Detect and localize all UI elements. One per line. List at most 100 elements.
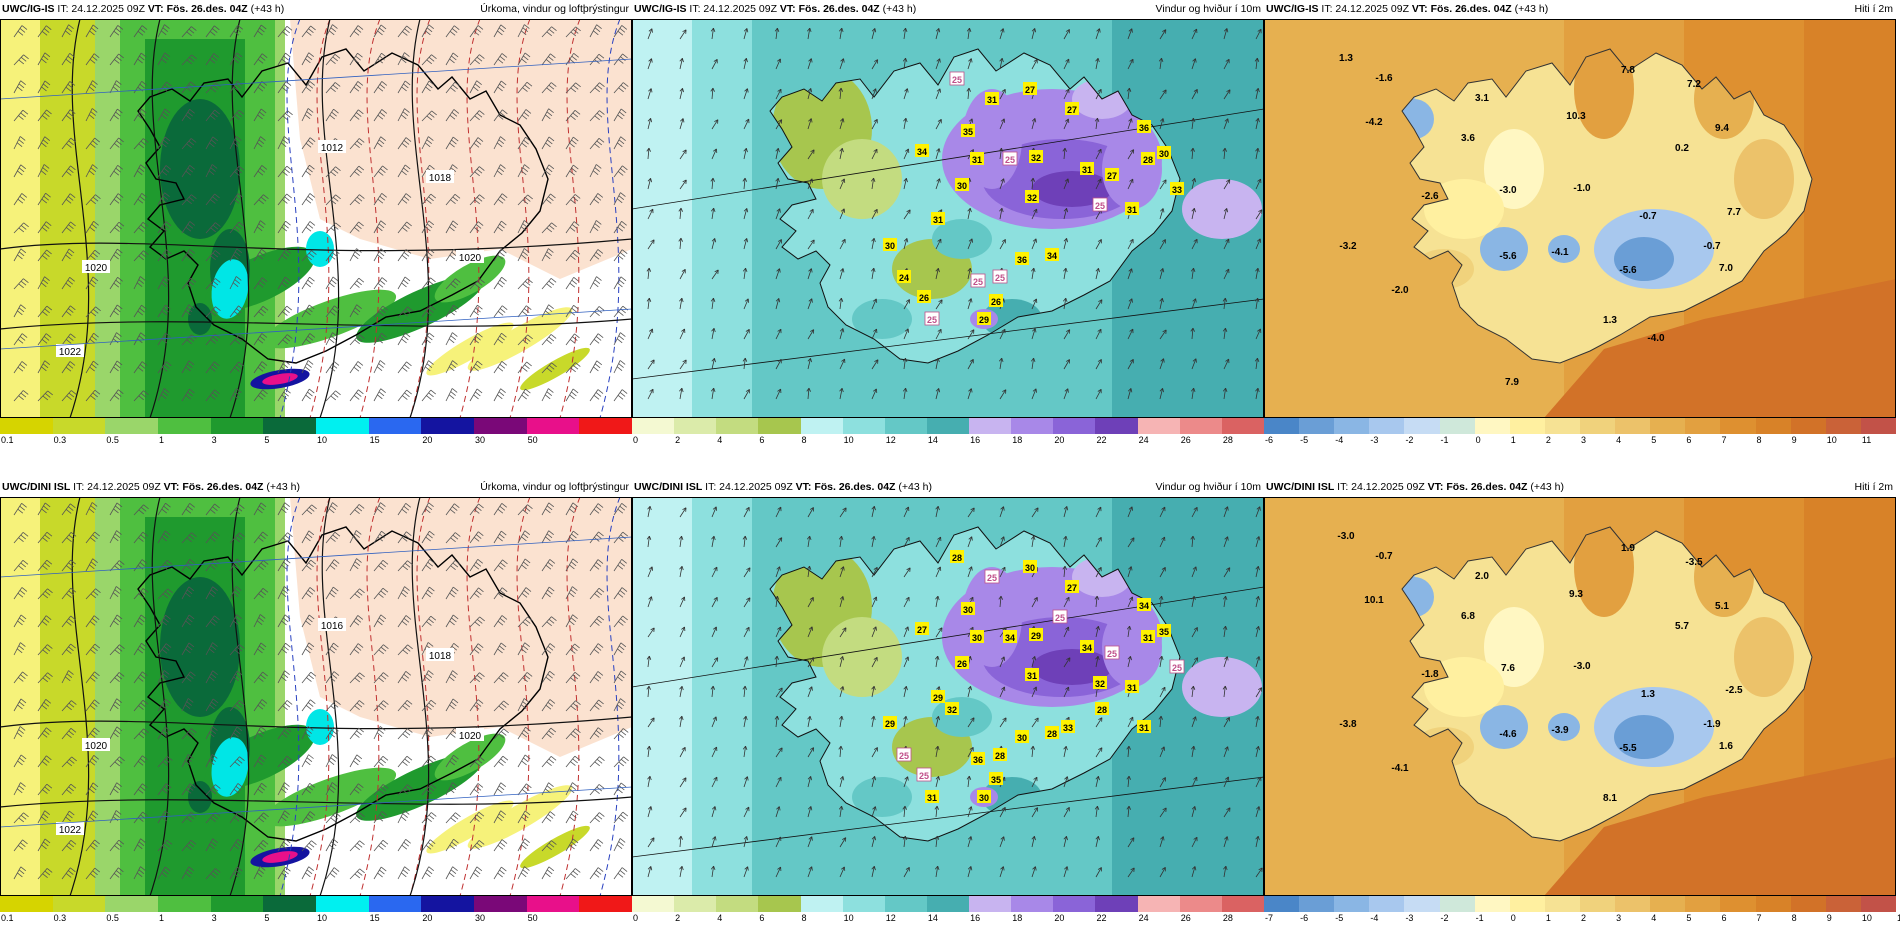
scale-tick-label: 8 [1791, 913, 1797, 923]
scale-tick-label: 7 [1756, 913, 1762, 923]
scale-tick-label: 10 [843, 435, 854, 445]
scale-tick-label: 6 [759, 913, 765, 923]
vt-label: VT: [160, 481, 183, 493]
color-swatch [884, 896, 927, 912]
gust-label: 29 [1029, 628, 1043, 641]
svg-text:29: 29 [979, 315, 989, 325]
svg-text:1022: 1022 [59, 825, 82, 836]
gust-label: 31 [970, 152, 984, 165]
map-precip: 1012 1022 1020 1020 1018 [0, 19, 632, 418]
temperature-label: 8.1 [1603, 793, 1617, 804]
gust-label: 36 [1137, 120, 1151, 133]
color-swatch [210, 418, 264, 434]
lead-time: (+43 h) [882, 3, 917, 15]
temperature-label: 1.9 [1621, 543, 1635, 554]
temperature-label: 7.9 [1505, 377, 1519, 388]
scale-tick-label: 0 [633, 913, 639, 923]
svg-text:1020: 1020 [459, 253, 482, 264]
color-swatch [1369, 896, 1405, 912]
gust-label: 24 [897, 270, 911, 283]
temperature-label: 5.7 [1675, 621, 1689, 632]
color-swatch [1825, 896, 1861, 912]
gust-label: 31 [985, 92, 999, 105]
color-swatch [1053, 896, 1096, 912]
temperature-label: 1.3 [1603, 315, 1617, 326]
color-swatch [1334, 896, 1370, 912]
scale-tick-label: 3 [1616, 913, 1622, 923]
init-time: 24.12.2025 09Z [1351, 481, 1425, 493]
scale-tick-label: -7 [1265, 913, 1274, 923]
wind-arrows [646, 505, 1263, 878]
color-swatch [1685, 896, 1721, 912]
gust-label: 28 [1045, 726, 1059, 739]
valid-time: Fös. 26.des. 04Z [182, 481, 264, 493]
scale-tick-label: -4 [1370, 913, 1379, 923]
svg-text:27: 27 [1107, 171, 1117, 181]
run-info: UWC/DINI ISL IT: 24.12.2025 09Z VT: Fös.… [2, 478, 300, 496]
scale-tick-label: 4 [1651, 913, 1657, 923]
wind-arrows [646, 27, 1263, 400]
isobar-label: 1016 [318, 618, 346, 632]
color-swatch [842, 896, 885, 912]
scale-tick-label: 11 [1861, 435, 1872, 445]
svg-text:27: 27 [1025, 85, 1035, 95]
panel-header: UWC/DINI ISL IT: 24.12.2025 09Z VT: Fös.… [632, 478, 1264, 496]
init-time: 24.12.2025 09Z [71, 3, 145, 15]
gust-label: 25 [970, 273, 986, 288]
color-swatch [1544, 418, 1580, 434]
model-name: UWC/IG-IS [1266, 3, 1319, 15]
svg-text:1020: 1020 [85, 741, 108, 752]
svg-text:-4.2: -4.2 [1365, 117, 1383, 128]
gust-label: 34 [1080, 640, 1094, 653]
svg-text:1022: 1022 [59, 347, 82, 358]
vt-label: VT: [144, 3, 167, 15]
temperature-label: -1.6 [1375, 73, 1393, 84]
valid-time: Fös. 26.des. 04Z [1430, 3, 1512, 15]
scale-tick-label: 16 [970, 435, 981, 445]
temperature-label: -1.8 [1421, 669, 1439, 680]
wind-land [770, 49, 1180, 363]
gust-label: 34 [1003, 630, 1017, 643]
svg-text:31: 31 [987, 95, 997, 105]
temperature-label: 0.2 [1675, 143, 1689, 154]
temperature-label: -5.6 [1619, 265, 1637, 276]
svg-text:7.9: 7.9 [1505, 377, 1519, 388]
color-swatch [800, 896, 843, 912]
scale-tick-label: 28 [1222, 913, 1233, 923]
svg-text:-4.0: -4.0 [1647, 333, 1665, 344]
init-time: 24.12.2025 09Z [703, 3, 777, 15]
temperature-label: 2.0 [1475, 571, 1489, 582]
color-swatch [1544, 896, 1580, 912]
svg-text:34: 34 [1047, 251, 1057, 261]
isobars [0, 19, 632, 418]
svg-text:28: 28 [1143, 155, 1153, 165]
panel-header: UWC/IG-IS IT: 24.12.2025 09Z VT: Fös. 26… [0, 0, 632, 18]
svg-text:7.2: 7.2 [1687, 79, 1701, 90]
scale-tick-label: 22 [1096, 913, 1107, 923]
svg-text:3.6: 3.6 [1461, 133, 1475, 144]
scale-tick-label: -6 [1300, 913, 1309, 923]
scale-tick-label: 4 [1616, 435, 1622, 445]
color-swatch [1404, 896, 1440, 912]
gust-label: 25 [924, 311, 940, 326]
gust-label: 28 [1095, 702, 1109, 715]
gust-label: 25 [1104, 645, 1120, 660]
temperature-label: 3.6 [1461, 133, 1475, 144]
scale-tick-label: 2 [1545, 435, 1551, 445]
map-precip: 1016 1022 1020 1020 1018 [0, 497, 632, 896]
panel-title: Vindur og hviður í 10m [1155, 481, 1261, 493]
svg-text:32: 32 [1027, 193, 1037, 203]
color-swatch [1299, 418, 1335, 434]
coastline [1401, 48, 1813, 364]
temperature-label: 7.7 [1727, 207, 1741, 218]
scale-tick-label: 1 [1510, 435, 1516, 445]
svg-text:-1.0: -1.0 [1573, 183, 1591, 194]
scale-tick-label: 14 [927, 435, 938, 445]
svg-text:-5.6: -5.6 [1499, 251, 1517, 262]
isobar-label: 1022 [56, 344, 84, 358]
gust-label: 25 [1002, 151, 1018, 166]
lead-time: (+43 h) [1514, 3, 1549, 15]
wind-barbs [13, 502, 629, 880]
temperature-label: -0.7 [1639, 211, 1657, 222]
color-swatch [632, 896, 675, 912]
